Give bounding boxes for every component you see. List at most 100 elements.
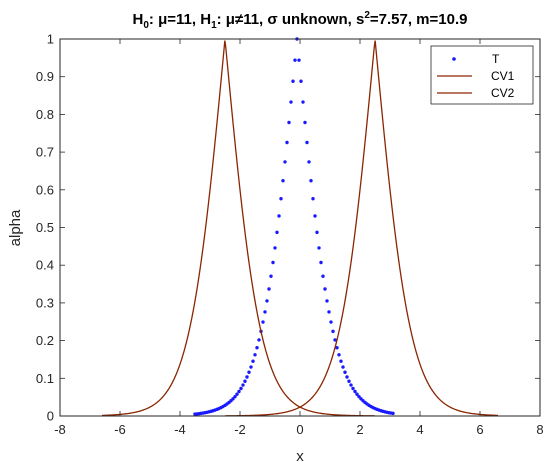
series-CV2 [225,40,499,417]
point-T [277,214,281,218]
title-tail: =7.57, m=10.9 [370,11,468,28]
x-tick-label: 6 [476,422,483,437]
title-h0: H [133,11,144,28]
point-T [255,345,259,350]
point-T [281,178,285,183]
point-T [239,386,243,391]
y-axis-label: alpha [7,209,24,246]
point-T [339,359,343,363]
point-T [279,197,283,201]
legend-label-CV2: CV2 [491,86,515,100]
x-tick-label: 8 [536,422,543,437]
point-T [327,310,331,314]
point-T [347,379,351,383]
point-T [233,394,237,399]
point-T [247,370,251,374]
title-h0-sub: 0 [143,20,149,31]
x-tick-label: 2 [356,422,363,437]
point-T [283,160,287,164]
point-T [353,389,357,394]
point-T [315,230,319,235]
point-T [357,394,361,399]
x-axis-label: x [296,448,304,465]
x-tick-label: -4 [174,422,186,437]
y-tick-label: 0.1 [36,371,54,386]
point-T [329,320,333,324]
title-s-sup: 2 [364,10,370,21]
y-tick-label: 0.2 [36,333,54,348]
point-T [337,353,341,357]
point-T [297,58,301,62]
point-T [245,375,249,379]
point-T [253,353,257,357]
point-T [251,359,255,363]
y-tick-label: 0 [47,409,54,424]
title-h1-rest: : μ≠11, σ unknown, s [217,11,365,28]
point-T [267,287,271,291]
point-T [271,260,275,265]
point-T [293,58,297,62]
y-tick-label: 0.8 [36,107,54,122]
legend-label-T: T [492,52,500,66]
point-T [343,370,347,374]
point-T [323,287,327,291]
title-h1-sub: 1 [211,20,217,31]
x-tick-label: -6 [114,422,126,437]
title-h0-rest: : μ=11, [149,11,200,28]
x-tick-label: -8 [54,422,66,437]
y-tick-label: 0.6 [36,182,54,197]
point-T [331,329,335,334]
y-tick-label: 1 [47,32,54,47]
point-T [313,214,317,218]
x-tick-label: -2 [234,422,246,437]
point-T [311,197,315,201]
legend-box [430,45,534,105]
x-tick-label: 4 [416,422,423,437]
point-T [317,246,321,250]
y-tick-label: 0.9 [36,69,54,84]
point-T [287,120,291,125]
series-T [193,37,395,416]
point-T [391,411,395,416]
point-T [261,320,265,324]
point-T [305,140,309,145]
ticks-layer: -8 -6 -4 -2 0 2 4 6 8 0 0.1 0.2 0.3 0.4 0.5 0.6 0.7 0.8 0.… [36,32,544,438]
point-T [243,379,247,383]
point-T [341,365,345,369]
point-T [301,100,305,104]
axes-frame [59,38,541,417]
series-CV1 [101,40,375,417]
series-layer [101,37,499,417]
legend-label-CV1: CV1 [491,69,515,83]
point-T [273,246,277,250]
point-T [299,79,303,83]
point-T [285,140,289,145]
y-tick-label: 0.7 [36,145,54,160]
point-T [349,383,353,387]
point-T [265,299,269,303]
y-tick-label: 0.4 [36,258,54,273]
point-T [345,375,349,379]
point-T [307,160,311,164]
point-T [241,383,245,387]
title-h1: H [200,11,211,28]
chart-title: H0: μ=11, H1: μ≠11, σ unknown, s2=7.57, … [133,10,468,31]
y-tick-label: 0.3 [36,295,54,310]
point-T [257,338,261,342]
point-T [249,365,253,369]
legend: T CV1 CV2 [430,45,534,105]
point-T [237,389,241,394]
point-T [291,79,295,83]
point-T [355,392,359,396]
y-tick-label: 0.5 [36,220,54,235]
point-T [231,397,235,401]
point-T [289,100,293,104]
point-T [235,392,239,396]
point-T [319,260,323,265]
legend-marker-T [452,57,456,61]
point-T [263,310,267,314]
x-tick-label: 0 [296,422,303,437]
point-T [335,345,339,350]
point-T [269,274,273,278]
